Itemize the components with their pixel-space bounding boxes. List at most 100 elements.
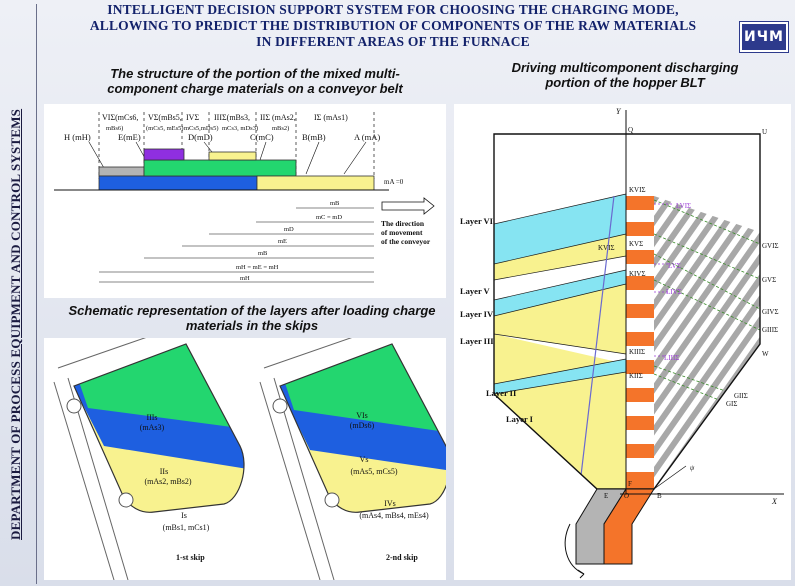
layer-iii-label: Layer III	[460, 336, 494, 346]
component-c: C(mC)	[250, 132, 274, 142]
skip1-layer2-mass: (mAs2, mBs2)	[144, 477, 191, 486]
conveyor-diagram: VIΣ(mCs6, mBs6) VΣ(mBs5, (mCs5, mEs5) IV…	[54, 112, 435, 283]
skip2-layer5-mass: (mAs5, mCs5)	[350, 467, 397, 476]
skip1-caption: 1-st skip	[176, 553, 205, 562]
point-kiii: KIIIΣ	[629, 348, 645, 356]
conveyor-caption-line2: component charge materials on a conveyor…	[107, 81, 403, 96]
label-v-2: (mCs5, mEs5)	[146, 125, 184, 132]
layer-iv-label: Layer IV	[460, 309, 494, 319]
point-o: O	[624, 492, 629, 500]
axis-x-label: X	[771, 497, 778, 506]
skips-caption-line2: materials in the skips	[185, 318, 319, 333]
component-d: D(mD)	[188, 132, 213, 142]
component-labels: H (mH) E(mE) D(mD) C(mC) B(mB) A (mA)	[64, 132, 380, 142]
institute-logo: ИЧМ	[740, 22, 788, 52]
skip2-layer5: Vs	[360, 455, 369, 464]
skip2-wheel-top	[272, 398, 288, 414]
layer-labels: Layer VI Layer V Layer IV Layer III Laye…	[460, 216, 534, 424]
skip1-layer2: IIs	[160, 467, 168, 476]
hopper-diagram: Y X Layer VI Layer V Layer IV Layer III …	[460, 107, 784, 579]
sidebar-divider	[36, 4, 37, 584]
point-gv: GVΣ	[762, 276, 776, 284]
dim-mHE: mH = mE = mH	[236, 264, 279, 271]
label-iii-2: mCs3, mDs3)	[222, 125, 258, 132]
dim-mA0: mA =0	[384, 178, 404, 186]
material-yellow-belt	[256, 175, 375, 191]
point-lv: LVΣ	[668, 262, 681, 270]
point-gvi: GVIΣ	[762, 242, 779, 250]
layer-ii-label: Layer II	[486, 388, 517, 398]
point-kiv: KIVΣ	[629, 270, 646, 278]
component-a: A (mA)	[354, 132, 380, 142]
layer-vi-label: Layer VI	[460, 216, 494, 226]
hopper-caption-line1: Driving multicomponent discharging	[511, 60, 739, 75]
component-h: H (mH)	[64, 132, 91, 142]
hopper-fill	[494, 134, 760, 489]
point-kvi-r: KVIΣ	[598, 244, 615, 252]
skip2-layer6-mass: (mDs6)	[350, 421, 375, 430]
title-line-1: INTELLIGENT DECISION SUPPORT SYSTEM FOR …	[107, 2, 679, 17]
layer-i-label: Layer I	[506, 414, 534, 424]
component-b: B(mB)	[302, 132, 326, 142]
conveyor-panel: VIΣ(mCs6, mBs6) VΣ(mBs5, (mCs5, mEs5) IV…	[44, 104, 446, 298]
label-i: IΣ (mAs1)	[314, 113, 348, 122]
belt-materials	[98, 148, 375, 191]
hopper-panel: Y X Layer VI Layer V Layer IV Layer III …	[454, 104, 791, 580]
label-ii-2: mBs2)	[272, 125, 289, 132]
skip2-caption: 2-nd skip	[386, 553, 418, 562]
point-giv: GIVΣ	[762, 308, 779, 316]
point-labels: Q U W E O B F ψ KVIΣ KVIΣ KVΣ KIVΣ KIIIΣ…	[598, 126, 779, 500]
hopper-caption: Driving multicomponent discharging porti…	[460, 60, 790, 90]
point-kvi: KVIΣ	[629, 186, 646, 194]
dim-mH: mH	[240, 275, 250, 282]
skip-1: IIIs (mAs3) IIs (mAs2, mBs2) Is (mBs1, m…	[53, 333, 245, 581]
dim-mCD: mC = mD	[316, 214, 342, 221]
dim-mE: mE	[278, 238, 287, 245]
label-iii: IIIΣ(mBs3,	[214, 113, 250, 122]
skips-diagram: IIIs (mAs3) IIs (mAs2, mBs2) Is (mBs1, m…	[53, 333, 451, 581]
skip-2: VIs (mDs6) Vs (mAs5, mCs5) IVs (mAs4, mB…	[259, 333, 451, 581]
conveyor-caption: The structure of the portion of the mixe…	[60, 66, 450, 96]
point-w: W	[762, 350, 769, 358]
material-yellow-top	[208, 151, 257, 161]
skips-caption: Schematic representation of the layers a…	[52, 303, 452, 333]
title-line-2: ALLOWING TO PREDICT THE DISTRIBUTION OF …	[89, 18, 697, 33]
point-q: Q	[628, 126, 633, 134]
axis-labels: Y X	[616, 107, 778, 506]
skip1-layer1: Is	[181, 511, 187, 520]
axes	[620, 110, 784, 495]
label-vi-2: mBs6)	[106, 125, 123, 132]
skip2-layer4-mass: (mAs4, mBs4, mEs4)	[359, 511, 429, 520]
direction-label: The direction of movement of the conveyo…	[381, 219, 431, 246]
skip1-layer1-mass: (mBs1, mCs1)	[163, 523, 210, 532]
label-v: VΣ(mBs5,	[148, 113, 182, 122]
direction-line2: of movement	[381, 228, 423, 237]
label-vi: VIΣ(mCs6,	[102, 113, 138, 122]
page-title: INTELLIGENT DECISION SUPPORT SYSTEM FOR …	[48, 2, 738, 50]
point-psi: ψ	[690, 464, 695, 472]
title-line-3: IN DIFFERENT AREAS OF THE FURNACE	[256, 34, 530, 49]
skip1-layer3-mass: (mAs3)	[140, 423, 165, 432]
axis-y-label: Y	[616, 107, 622, 116]
department-label: DEPARTMENT OF PROCESS EQUIPMENT AND CONT…	[8, 108, 23, 540]
skip1-wheel-bottom	[118, 492, 134, 508]
label-v-3: mCs5,mDs5)	[184, 125, 219, 132]
material-h	[98, 166, 145, 177]
skips-panel: IIIs (mAs3) IIs (mAs2, mBs2) Is (mBs1, m…	[44, 333, 451, 581]
skip1-layer3: IIIs	[146, 413, 157, 422]
material-purple	[143, 148, 185, 161]
direction-line3: of the conveyor	[381, 237, 431, 246]
point-giii: GIIIΣ	[762, 326, 778, 334]
label-ii: IIΣ (mAs2,	[260, 113, 296, 122]
component-e: E(mE)	[118, 132, 141, 142]
dim-mB: mB	[330, 200, 340, 207]
point-lvi: LVIΣ	[676, 202, 691, 210]
point-u: U	[762, 128, 767, 136]
center-column	[626, 194, 654, 489]
point-f: F	[628, 480, 632, 488]
point-liii: LIIIΣ	[664, 354, 679, 362]
layer-v-label: Layer V	[460, 286, 491, 296]
label-iv: IVΣ	[186, 113, 199, 122]
skip2-layer4: IVs	[384, 499, 396, 508]
point-gii: GIIΣ	[734, 392, 748, 400]
